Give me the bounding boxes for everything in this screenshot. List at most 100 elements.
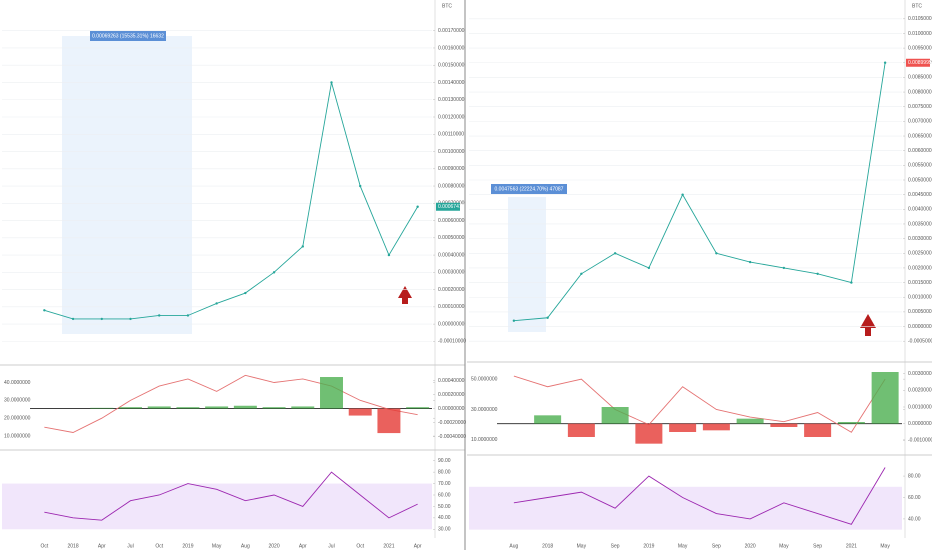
y-tick-label: 80.00 [438,469,451,475]
histogram-bar [534,415,562,424]
y-tick-label: 40.00 [438,515,451,521]
unit-label: BTC [912,3,922,9]
x-tick-label: Jul [127,543,133,549]
measure-range [62,36,192,334]
y-tick-label: -0.00020000 [438,420,466,426]
y-tick-label: 0.00050000 [438,235,465,241]
y-tick-label: 50.00 [438,504,451,510]
y-tick-label: 0.0045000 [908,192,932,198]
y-tick-label: 0.0025000 [908,251,932,257]
price-point [816,272,819,275]
histogram-bar [119,407,142,409]
price-point [215,302,218,305]
y-tick-label: 0.0030000 [908,371,932,377]
y-tick-label: 0.00090000 [438,166,465,172]
y-tick-label: 50.0000000 [471,376,498,382]
y-tick-label: -0.00010000 [438,339,466,345]
signal-line [44,374,418,433]
price-tag: 0.0089995 [908,60,932,66]
y-tick-label: 0.00170000 [438,28,465,34]
y-tick-label: 40.00 [908,516,921,522]
price-point [748,260,752,264]
y-tick-label: 20.0000000 [4,416,31,422]
x-tick-label: Apr [414,543,422,549]
histogram-bar [262,407,286,409]
price-point [186,314,190,317]
price-point [244,291,247,295]
price-point [715,252,718,255]
histogram-bar [837,422,865,424]
price-point [850,281,853,284]
y-tick-label: 0.00040000 [438,378,465,384]
histogram-bar [147,406,171,409]
y-tick-label: 0.0075000 [908,104,932,110]
y-tick-label: 0.00000000 [438,321,465,327]
annotation: 0.0047563 (22224.70%) 47087 [495,186,564,192]
histogram-bar [736,418,764,424]
y-tick-label: 0.00140000 [438,80,465,86]
price-tag-bg [436,202,460,211]
x-tick-label: Sep [611,543,620,549]
y-tick-label: 0.0030000 [908,236,932,242]
histogram-bar [348,408,372,416]
price-point [301,245,304,248]
unit-label: BTC [442,3,452,9]
histogram-bar [871,372,899,424]
arrow [398,286,412,304]
y-tick-label: 0.00110000 [438,132,464,138]
x-tick-label: 2018 [68,543,79,549]
y-tick-label: 0.00020000 [438,287,465,293]
y-tick-label: 0.0060000 [908,148,932,154]
x-tick-label: Oct [356,543,364,549]
y-tick-label: 0.0070000 [908,119,932,125]
y-tick-label: 10.0000000 [4,433,31,439]
y-tick-label: 0.0050000 [908,177,932,183]
x-tick-label: 2021 [383,543,394,549]
price-line [44,82,419,320]
y-tick-label: 40.0000000 [4,380,31,386]
price-tag-bg [906,58,930,67]
annotation-bg [90,31,166,41]
y-tick-label: 0.0035000 [908,221,932,227]
histogram-bar [669,423,697,432]
y-tick-label: 0.0000000 [908,324,932,330]
y-tick-label: 80.00 [908,473,921,479]
price-point [681,193,684,196]
x-tick-label: 2018 [542,543,553,549]
y-tick-label: 60.00 [908,495,921,501]
y-tick-label: 0.00100000 [438,149,465,155]
y-tick-label: 0.00020000 [438,392,465,398]
y-tick-label: -0.00040000 [438,434,466,440]
x-tick-label: May [212,543,222,549]
y-tick-label: -0.0005000 [908,339,932,345]
y-tick-label: 0.00010000 [438,304,465,310]
x-tick-label: 2020 [745,543,756,549]
y-tick-label: 90.00 [438,458,451,464]
y-tick-label: 0.0100000 [908,31,932,37]
y-tick-label: 0.0040000 [908,207,932,213]
x-tick-label: Oct [40,543,48,549]
y-tick-label: 30.00 [438,527,451,533]
y-tick-label: 0.00040000 [438,252,465,258]
y-tick-label: 0.0005000 [908,309,932,315]
y-tick-label: 0.00130000 [438,97,465,103]
y-tick-label: 0.0000000 [908,421,932,427]
price-point [71,317,75,321]
histogram-bar [233,405,257,409]
signal-line [513,375,886,433]
price-point [100,317,103,321]
x-tick-label: Apr [98,543,106,549]
x-tick-label: Sep [813,543,822,549]
y-tick-label: 0.0105000 [908,16,932,22]
y-tick-label: 0.00000000 [438,406,465,412]
price-point [613,252,617,255]
histogram-bar [320,377,343,409]
y-tick-label: 30.0000000 [471,407,498,413]
x-tick-label: Apr [299,543,307,549]
price-point [546,316,549,319]
histogram-bar [567,423,595,437]
y-tick-label: 0.0080000 [908,89,932,95]
price-point [272,271,276,274]
rsi-band [2,483,432,530]
price-point [129,317,132,321]
